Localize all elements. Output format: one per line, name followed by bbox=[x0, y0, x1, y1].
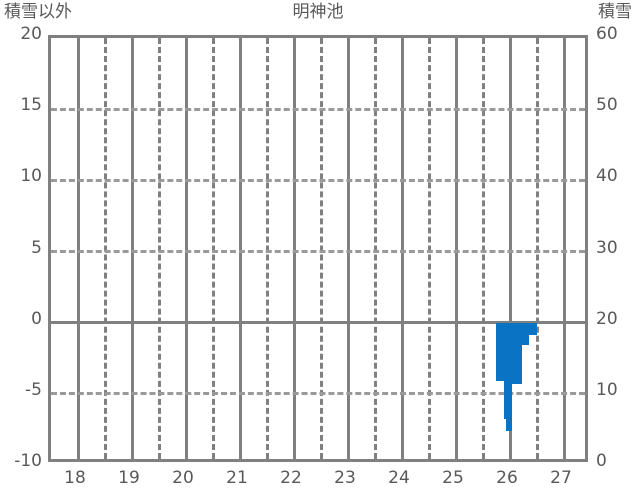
axis-tick-mark bbox=[563, 448, 565, 459]
axis-tick-mark bbox=[455, 38, 457, 49]
left-axis-tick-label: 5 bbox=[31, 237, 42, 258]
gridline-vertical-major bbox=[130, 38, 134, 459]
right-axis-tick-label: 20 bbox=[596, 308, 618, 329]
gridline-horizontal bbox=[51, 250, 585, 253]
bar bbox=[519, 322, 525, 346]
x-axis-tick-label: 27 bbox=[550, 468, 572, 488]
gridline-vertical-minor bbox=[265, 38, 269, 459]
plot-inner bbox=[51, 38, 585, 459]
zero-baseline bbox=[51, 321, 585, 325]
axis-tick-mark bbox=[185, 38, 187, 49]
gridline-horizontal bbox=[51, 178, 585, 182]
axis-tick-mark bbox=[509, 448, 511, 459]
right-axis-tick-label: 40 bbox=[596, 166, 618, 187]
left-axis-unit-label: 積雪以外 bbox=[4, 2, 72, 22]
axis-tick-mark bbox=[185, 448, 187, 459]
axis-tick-mark bbox=[509, 38, 511, 49]
gridline-horizontal bbox=[51, 107, 585, 111]
gridline-vertical-major bbox=[454, 38, 458, 459]
x-axis-tick-label: 20 bbox=[172, 468, 194, 488]
gridline-vertical-minor bbox=[319, 38, 323, 459]
left-axis-tick-label: -10 bbox=[14, 451, 42, 471]
gridline-vertical-minor bbox=[157, 38, 161, 459]
gridline-vertical-minor bbox=[481, 38, 485, 459]
left-axis-tick-label: -5 bbox=[25, 379, 42, 400]
axis-tick-mark bbox=[239, 448, 241, 459]
gridline-vertical-minor bbox=[535, 38, 539, 459]
x-axis-tick-label: 21 bbox=[226, 468, 248, 488]
axis-tick-mark bbox=[239, 38, 241, 49]
gridline-vertical-major bbox=[76, 38, 80, 459]
left-axis-tick-label: 20 bbox=[20, 24, 42, 44]
axis-tick-mark bbox=[401, 38, 403, 49]
gridline-vertical-minor bbox=[373, 38, 377, 459]
x-axis-tick-label: 22 bbox=[280, 468, 302, 488]
left-axis-tick-label: 15 bbox=[20, 95, 42, 116]
right-axis-tick-label: 60 bbox=[596, 24, 618, 44]
gridline-vertical-minor bbox=[211, 38, 215, 459]
bar bbox=[523, 322, 529, 346]
axis-tick-mark bbox=[401, 448, 403, 459]
gridline-vertical-major bbox=[508, 38, 512, 459]
x-axis-tick-label: 24 bbox=[388, 468, 410, 488]
left-axis-tick-label: 10 bbox=[20, 166, 42, 187]
x-axis-tick-label: 25 bbox=[442, 468, 464, 488]
gridline-vertical-major bbox=[184, 38, 188, 459]
axis-tick-mark bbox=[77, 38, 79, 49]
bar bbox=[517, 322, 523, 384]
x-axis-tick-label: 18 bbox=[64, 468, 86, 488]
gridline-vertical-major bbox=[238, 38, 242, 459]
gridline-vertical-major bbox=[346, 38, 350, 459]
gridline-vertical-minor bbox=[103, 38, 107, 459]
right-axis-tick-label: 50 bbox=[596, 95, 618, 116]
right-axis-tick-label: 10 bbox=[596, 379, 618, 400]
right-axis-tick-label: 30 bbox=[596, 237, 618, 258]
gridline-horizontal bbox=[51, 392, 585, 396]
gridline-vertical-minor bbox=[427, 38, 431, 459]
axis-tick-mark bbox=[293, 38, 295, 49]
bar bbox=[529, 322, 535, 336]
bar bbox=[532, 322, 538, 336]
gridline-vertical-major bbox=[400, 38, 404, 459]
axis-tick-mark bbox=[347, 448, 349, 459]
axis-tick-mark bbox=[563, 38, 565, 49]
x-axis-tick-label: 23 bbox=[334, 468, 356, 488]
axis-tick-mark bbox=[77, 448, 79, 459]
right-axis-unit-label: 積雪 bbox=[598, 2, 632, 22]
gridline-vertical-major bbox=[562, 38, 566, 459]
right-axis-tick-label: 0 bbox=[596, 451, 607, 471]
axis-tick-mark bbox=[131, 448, 133, 459]
plot-area bbox=[48, 35, 588, 462]
axis-tick-mark bbox=[293, 448, 295, 459]
x-axis-tick-label: 26 bbox=[496, 468, 518, 488]
axis-tick-mark bbox=[131, 38, 133, 49]
page-title: 明神池 bbox=[292, 2, 344, 22]
left-axis-tick-label: 0 bbox=[31, 308, 42, 329]
x-axis-tick-label: 19 bbox=[118, 468, 140, 488]
axis-tick-mark bbox=[455, 448, 457, 459]
axis-tick-mark bbox=[347, 38, 349, 49]
gridline-vertical-major bbox=[292, 38, 296, 459]
